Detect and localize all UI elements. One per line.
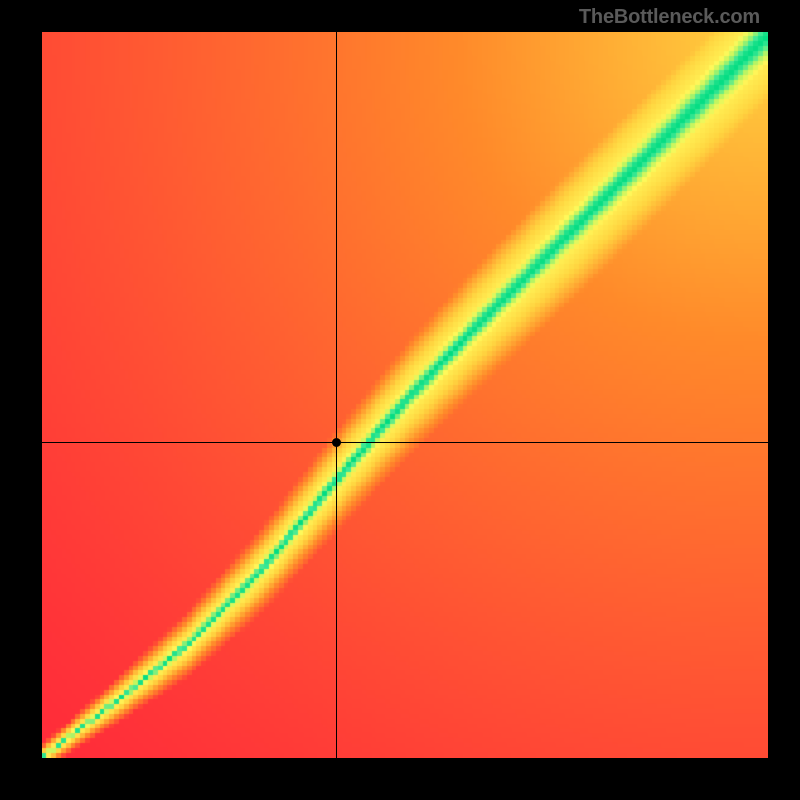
crosshair-horizontal	[42, 442, 768, 443]
plot-area	[42, 32, 768, 758]
heatmap-canvas	[42, 32, 768, 758]
marker-dot	[332, 438, 341, 447]
crosshair-vertical	[336, 32, 337, 758]
attribution-text: TheBottleneck.com	[579, 6, 760, 29]
chart-frame: TheBottleneck.com	[0, 0, 800, 800]
